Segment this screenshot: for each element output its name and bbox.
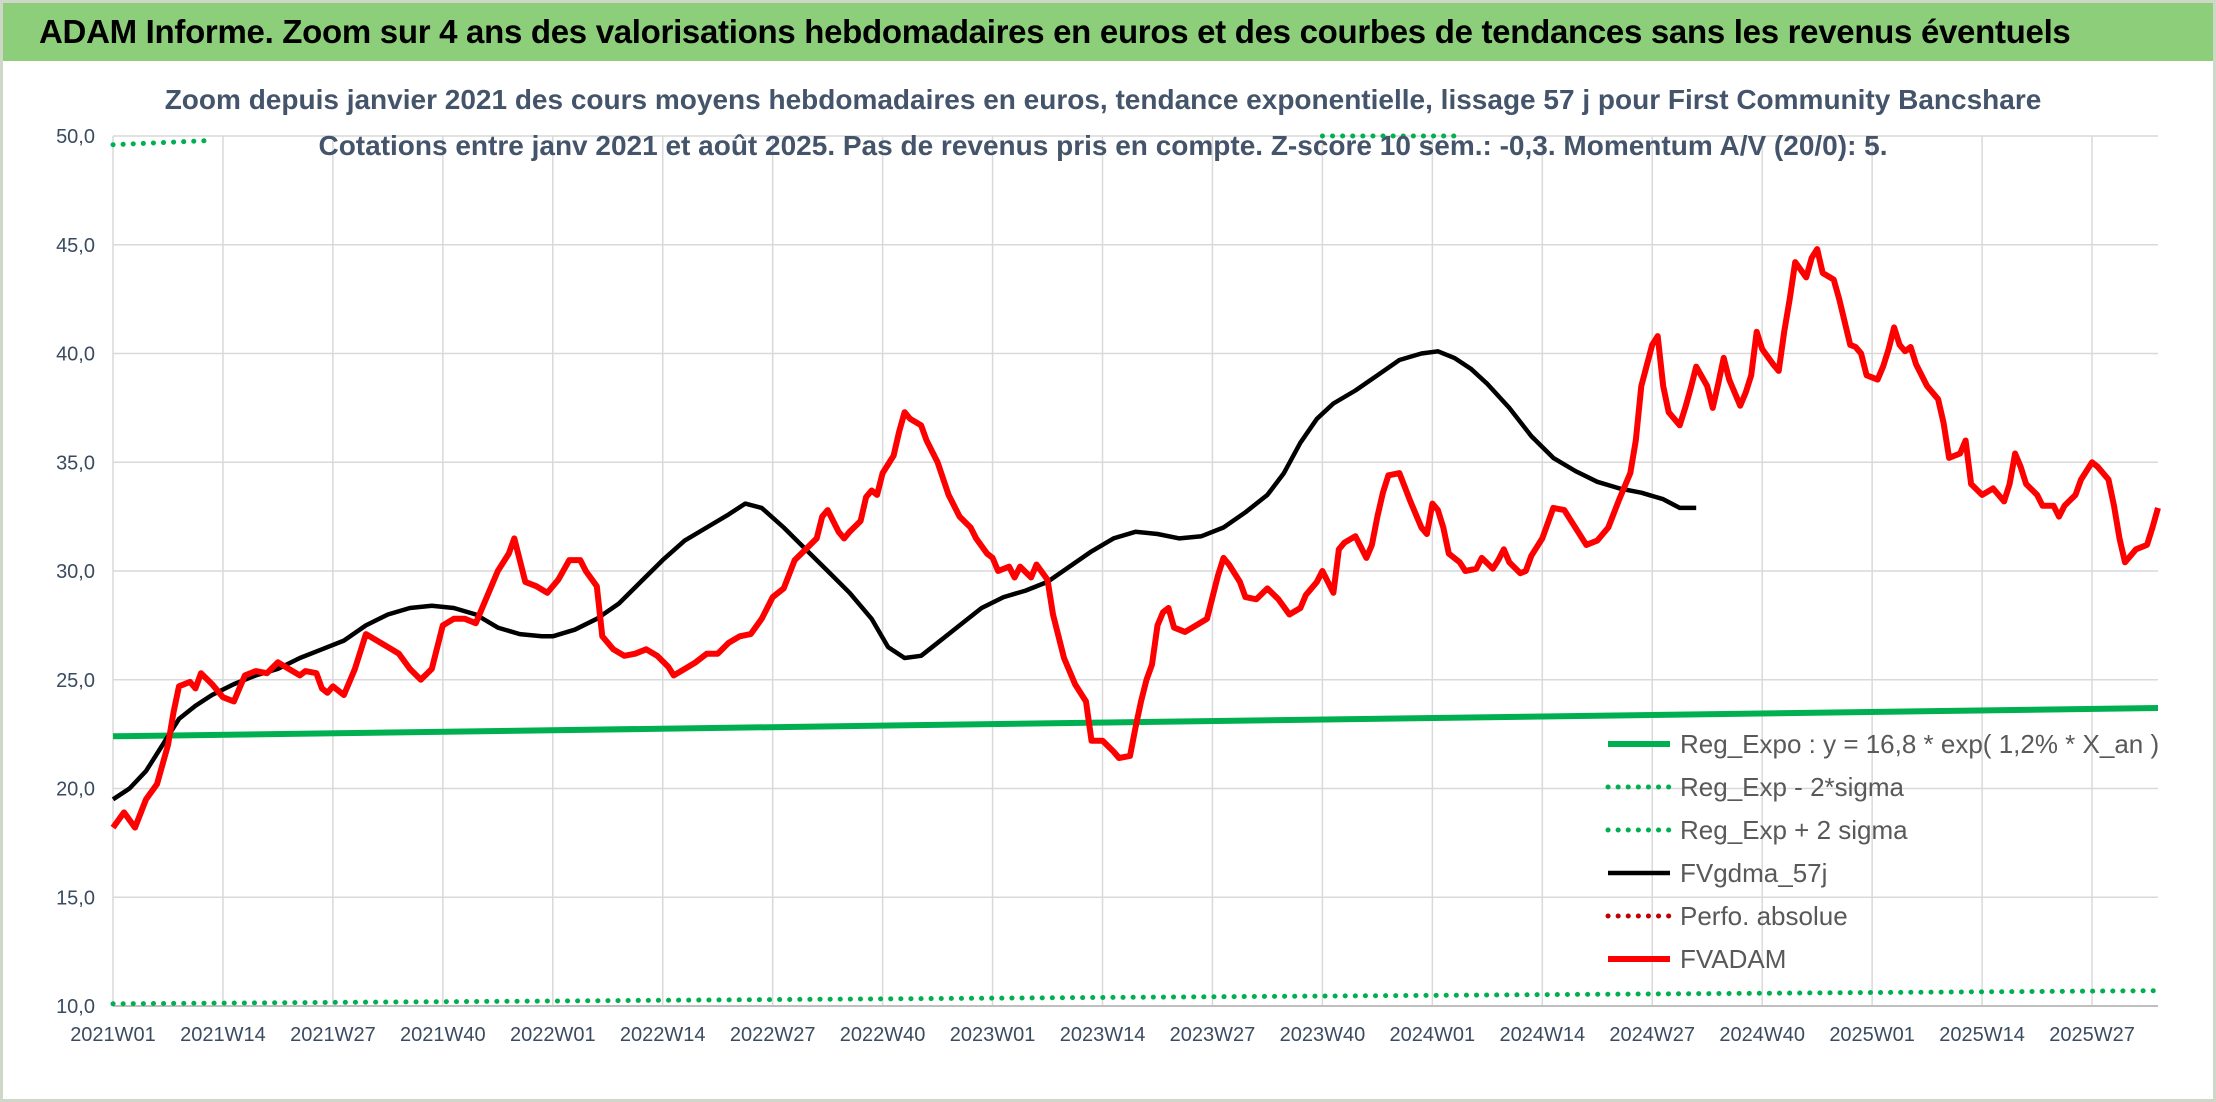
x-tick-label: 2024W40 [1719,1024,1805,1046]
legend-label: Reg_Exp - 2*sigma [1680,772,1905,802]
y-tick-label: 30,0 [56,561,95,583]
legend-label: FVADAM [1680,944,1786,974]
x-tick-label: 2022W27 [730,1024,816,1046]
header-bar: ADAM Informe. Zoom sur 4 ans des valoris… [3,3,2213,61]
x-tick-label: 2023W01 [950,1024,1036,1046]
line-chart: 10,0 15,0 20,0 25,0 30,0 35,0 40,0 45,0 50,0 2021… [3,61,2213,1099]
x-tick-label: 2024W27 [1609,1024,1695,1046]
x-tick-label: 2024W01 [1390,1024,1476,1046]
y-tick-label: 20,0 [56,779,95,801]
x-tick-label: 2023W14 [1060,1024,1146,1046]
series-line-3 [111,349,1697,802]
x-tick-label: 2023W40 [1280,1024,1366,1046]
legend-label: Perfo. absolue [1680,901,1848,931]
chart-subtitle: Cotations entre janv 2021 et août 2025. … [318,130,1887,161]
y-tick-label: 35,0 [56,452,95,474]
x-tick-label: 2024W14 [1499,1024,1585,1046]
legend-label: FVgdma_57j [1680,858,1827,888]
series-line-5 [110,246,2161,831]
x-tick-label: 2022W01 [510,1024,596,1046]
y-tick-label: 50,0 [56,126,95,148]
x-tick-label: 2021W14 [180,1024,266,1046]
gridlines [112,135,2158,1007]
series-line-2 [110,137,215,148]
page-title: ADAM Informe. Zoom sur 4 ans des valoris… [39,13,2071,50]
y-tick-label: 40,0 [56,344,95,366]
x-tick-label: 2021W01 [70,1024,156,1046]
x-tick-label: 2025W27 [2049,1024,2135,1046]
x-tick-label: 2021W40 [400,1024,486,1046]
legend: Reg_Expo : y = 16,8 * exp( 1,2% * X_an )… [1605,729,2159,974]
x-tick-label: 2025W01 [1829,1024,1915,1046]
x-tick-label: 2023W27 [1170,1024,1256,1046]
legend-label: Reg_Expo : y = 16,8 * exp( 1,2% * X_an ) [1680,729,2159,759]
series-line-1 [110,988,2161,1007]
y-tick-label: 25,0 [56,670,95,692]
axes: 10,0 15,0 20,0 25,0 30,0 35,0 40,0 45,0 50,0 2021… [56,126,2158,1046]
x-tick-label: 2022W14 [620,1024,706,1046]
legend-label: Reg_Exp + 2 sigma [1680,815,1908,845]
x-tick-label: 2025W14 [1939,1024,2025,1046]
x-tick-label: 2021W27 [290,1024,376,1046]
x-tick-label: 2022W40 [840,1024,926,1046]
y-tick-label: 45,0 [56,235,95,257]
y-tick-label: 15,0 [56,887,95,909]
series-lines [110,133,2161,1007]
chart-title: Zoom depuis janvier 2021 des cours moyen… [165,84,2042,115]
y-tick-label: 10,0 [56,996,95,1018]
chart-background [3,61,2213,1099]
